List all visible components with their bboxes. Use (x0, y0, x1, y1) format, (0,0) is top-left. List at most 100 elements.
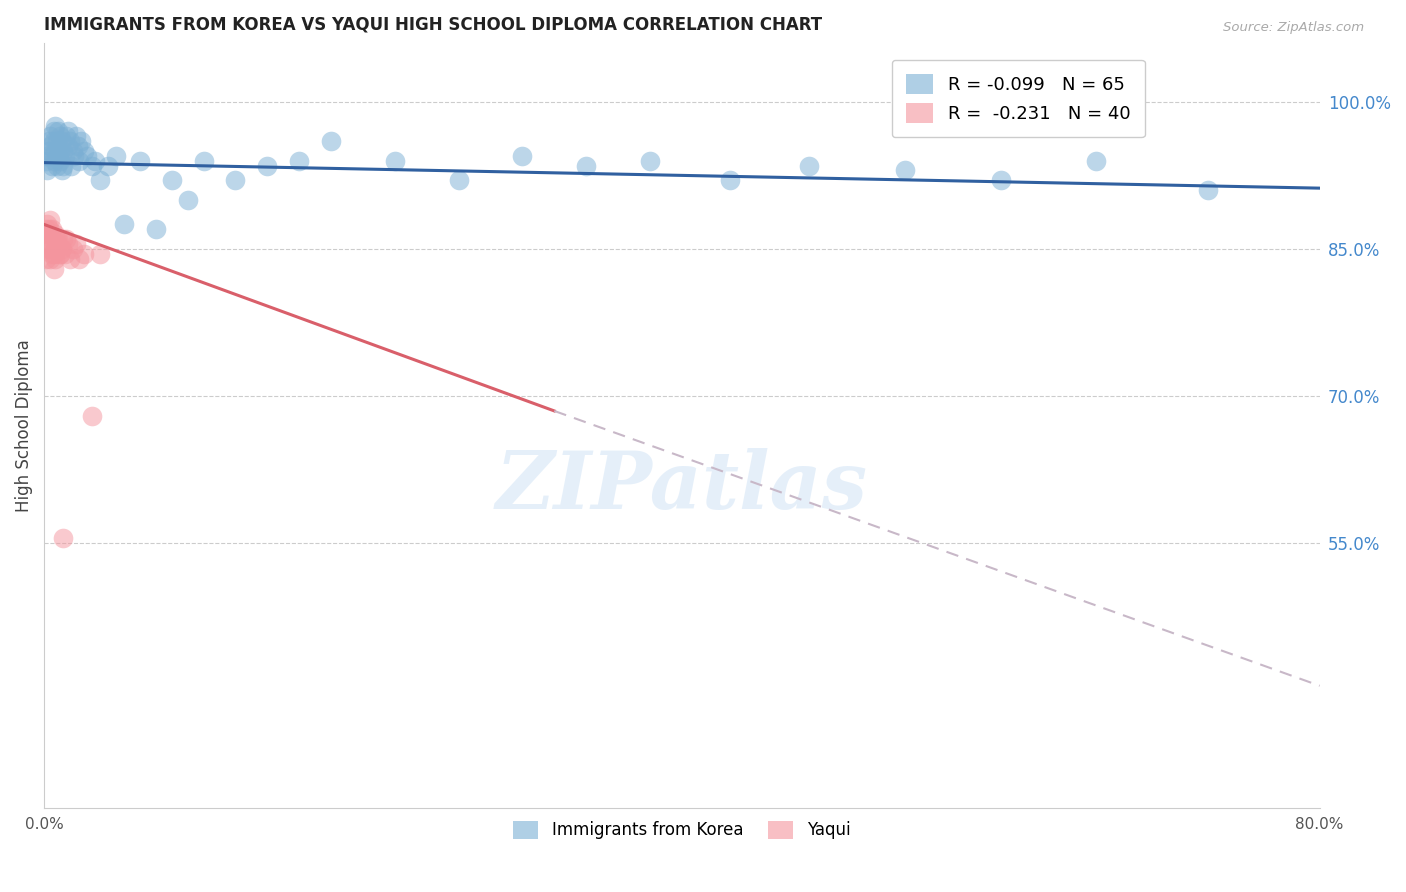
Point (56, 237, 79, 252)
Point (894, 163, 917, 178)
Point (69, 134, 91, 148)
Point (42, 153, 65, 168)
Point (1085, 153, 1108, 168)
Point (52, 144, 75, 158)
Point (42, 134, 65, 148)
Point (62, 242, 84, 256)
Point (718, 173, 741, 187)
Legend: Immigrants from Korea, Yaqui: Immigrants from Korea, Yaqui (506, 814, 856, 846)
Point (48, 149, 70, 163)
Point (45, 134, 67, 148)
Point (45, 237, 67, 252)
Point (42, 261, 65, 276)
Point (49, 153, 72, 168)
Point (65, 129, 87, 144)
Text: Source: ZipAtlas.com: Source: ZipAtlas.com (1223, 21, 1364, 34)
Point (52, 232, 75, 246)
Point (97, 159, 120, 173)
Point (42, 124, 65, 138)
Point (37, 163, 59, 178)
Point (41, 159, 63, 173)
Point (319, 134, 342, 148)
Point (67, 153, 90, 168)
Point (160, 173, 183, 187)
Point (41, 222, 63, 236)
Point (104, 149, 127, 163)
Point (53, 247, 76, 261)
Point (42, 242, 65, 256)
Point (145, 222, 167, 236)
Point (59, 134, 82, 148)
Point (44, 144, 66, 158)
Point (38, 222, 60, 236)
Point (45, 242, 67, 256)
Point (89, 247, 111, 261)
Point (128, 153, 150, 168)
Point (990, 173, 1012, 187)
Point (80, 159, 103, 173)
Point (52, 159, 75, 173)
Point (55, 129, 77, 144)
Point (53, 149, 76, 163)
Point (256, 159, 278, 173)
Point (447, 173, 470, 187)
Point (89, 173, 111, 187)
Y-axis label: High School Diploma: High School Diploma (15, 339, 32, 512)
Point (80, 409, 103, 423)
Point (51, 163, 73, 178)
Point (38, 134, 60, 148)
Point (65, 237, 87, 252)
Point (37, 227, 59, 242)
Point (638, 153, 661, 168)
Point (44, 252, 66, 266)
Point (44, 242, 66, 256)
Point (39, 212, 62, 227)
Point (35, 222, 58, 236)
Point (37, 218, 59, 232)
Point (49, 247, 72, 261)
Point (39, 237, 62, 252)
Text: IMMIGRANTS FROM KOREA VS YAQUI HIGH SCHOOL DIPLOMA CORRELATION CHART: IMMIGRANTS FROM KOREA VS YAQUI HIGH SCHO… (44, 15, 823, 33)
Point (575, 159, 598, 173)
Point (45, 159, 67, 173)
Point (63, 149, 86, 163)
Point (35, 252, 58, 266)
Point (59, 252, 82, 266)
Point (41, 149, 63, 163)
Point (35, 153, 58, 168)
Point (44, 227, 66, 242)
Point (1197, 183, 1219, 197)
Point (39, 129, 62, 144)
Point (60, 159, 83, 173)
Point (37, 149, 59, 163)
Point (38, 242, 60, 256)
Point (73, 144, 96, 158)
Text: ZIPatlas: ZIPatlas (496, 448, 868, 525)
Point (52, 531, 75, 545)
Point (55, 232, 77, 246)
Point (84, 153, 107, 168)
Point (45, 232, 67, 246)
Point (112, 218, 135, 232)
Point (41, 247, 63, 261)
Point (76, 149, 98, 163)
Point (48, 124, 70, 138)
Point (49, 247, 72, 261)
Point (384, 153, 406, 168)
Point (193, 153, 215, 168)
Point (73, 247, 96, 261)
Point (62, 144, 84, 158)
Point (49, 144, 72, 158)
Point (67, 252, 90, 266)
Point (39, 252, 62, 266)
Point (56, 124, 79, 138)
Point (48, 232, 70, 246)
Point (51, 242, 73, 256)
Point (41, 232, 63, 246)
Point (49, 129, 72, 144)
Point (224, 173, 246, 187)
Point (38, 144, 60, 158)
Point (176, 193, 198, 207)
Point (288, 153, 311, 168)
Point (799, 159, 821, 173)
